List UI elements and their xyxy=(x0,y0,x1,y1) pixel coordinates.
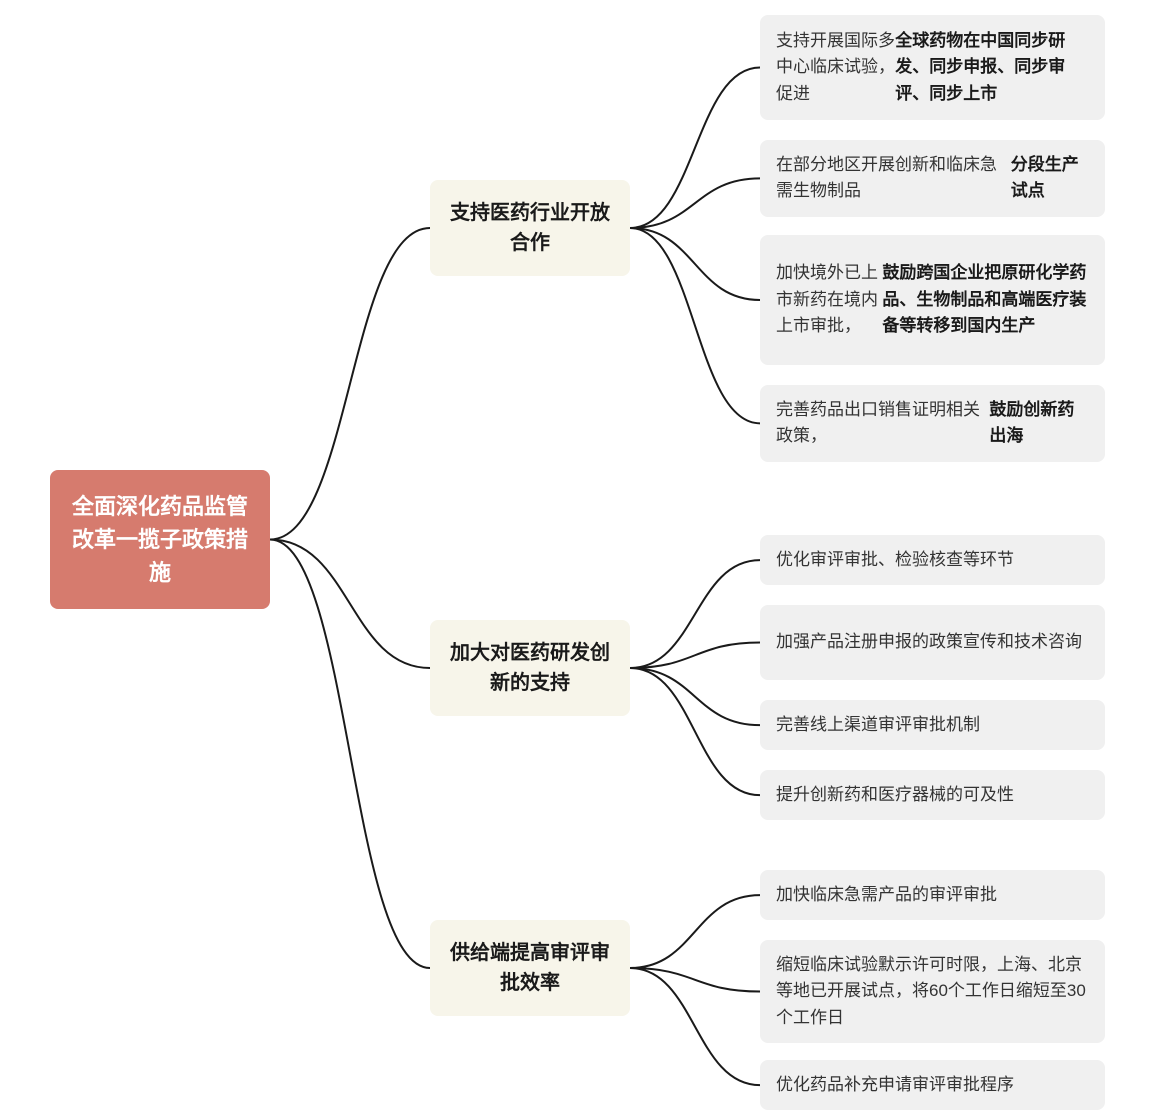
leaf-node-b1-1: 在部分地区开展创新和临床急需生物制品分段生产试点 xyxy=(760,140,1105,217)
root-node: 全面深化药品监管改革一揽子政策措施 xyxy=(50,470,270,609)
leaf-node-b3-2: 优化药品补充申请审评审批程序 xyxy=(760,1060,1105,1110)
leaf-node-b2-3: 提升创新药和医疗器械的可及性 xyxy=(760,770,1105,820)
leaf-node-b3-0: 加快临床急需产品的审评审批 xyxy=(760,870,1105,920)
branch-node-b2: 加大对医药研发创新的支持 xyxy=(430,620,630,716)
leaf-node-b2-1: 加强产品注册申报的政策宣传和技术咨询 xyxy=(760,605,1105,680)
leaf-node-b1-2: 加快境外已上市新药在境内上市审批，鼓励跨国企业把原研化学药品、生物制品和高端医疗… xyxy=(760,235,1105,365)
leaf-node-b1-0: 支持开展国际多中心临床试验，促进全球药物在中国同步研发、同步申报、同步审评、同步… xyxy=(760,15,1105,120)
branch-node-b1: 支持医药行业开放合作 xyxy=(430,180,630,276)
leaf-node-b3-1: 缩短临床试验默示许可时限，上海、北京等地已开展试点，将60个工作日缩短至30个工… xyxy=(760,940,1105,1043)
leaf-node-b2-0: 优化审评审批、检验核查等环节 xyxy=(760,535,1105,585)
leaf-node-b1-3: 完善药品出口销售证明相关政策，鼓励创新药出海 xyxy=(760,385,1105,462)
leaf-node-b2-2: 完善线上渠道审评审批机制 xyxy=(760,700,1105,750)
branch-node-b3: 供给端提高审评审批效率 xyxy=(430,920,630,1016)
